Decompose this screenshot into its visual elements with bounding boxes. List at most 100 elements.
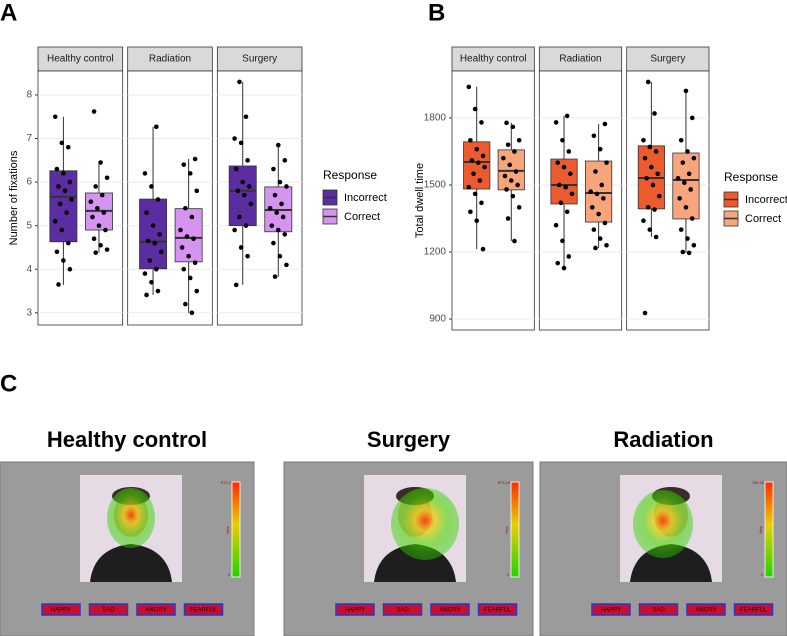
point — [238, 140, 244, 146]
point — [560, 238, 565, 244]
point — [233, 282, 239, 288]
point — [686, 171, 692, 177]
point — [67, 179, 73, 185]
point — [516, 137, 522, 143]
point — [568, 171, 573, 177]
point — [472, 106, 478, 112]
y-axis-label: Number of fixations — [8, 150, 20, 245]
point — [512, 149, 517, 154]
button — [41, 603, 81, 616]
point — [284, 184, 289, 189]
point — [597, 146, 603, 152]
point — [147, 258, 153, 263]
point — [593, 169, 598, 174]
button — [686, 603, 726, 616]
colorbar — [764, 481, 774, 578]
point — [272, 192, 278, 198]
point — [269, 223, 275, 228]
point — [647, 227, 653, 232]
point — [184, 234, 190, 239]
point — [642, 310, 648, 316]
button-label: FEARFUL — [484, 608, 512, 614]
y-tick-label: 8 — [26, 90, 32, 101]
point — [187, 171, 193, 176]
point — [267, 205, 273, 211]
point — [683, 88, 689, 94]
button-label: SAD — [396, 608, 409, 614]
gaze-heat — [391, 488, 459, 560]
point — [652, 207, 657, 212]
button-label: ANGRY — [145, 608, 166, 614]
point — [553, 222, 559, 228]
point — [282, 232, 288, 237]
facet-panel — [451, 70, 535, 331]
point — [680, 249, 686, 255]
point — [144, 292, 149, 298]
point — [474, 146, 480, 152]
box — [497, 149, 525, 191]
button-label: HAPPY — [51, 608, 71, 614]
point — [194, 288, 200, 294]
point — [510, 193, 516, 199]
point — [62, 188, 68, 194]
point — [516, 205, 522, 210]
point — [93, 184, 99, 189]
y-tick-label: 5 — [26, 220, 32, 231]
point — [677, 196, 682, 201]
point — [649, 164, 654, 170]
facet-label: Radiation — [559, 54, 601, 65]
point — [192, 260, 198, 265]
point — [510, 124, 516, 130]
view-title: Radiation — [613, 427, 713, 452]
panel-label: C — [0, 370, 17, 397]
gaze-heat — [633, 490, 693, 558]
colorbar-max: 873.28 — [498, 480, 511, 485]
point — [691, 155, 697, 161]
point — [158, 249, 164, 255]
point — [477, 178, 483, 183]
point — [183, 205, 188, 211]
point — [513, 169, 519, 174]
view-title: Healthy control — [47, 427, 207, 452]
point — [471, 171, 476, 177]
point — [480, 246, 486, 252]
point — [235, 188, 241, 194]
legend-label: Correct — [344, 211, 380, 223]
point — [67, 266, 73, 272]
point — [466, 84, 472, 90]
facet-strip — [451, 46, 535, 72]
y-tick-label: 1200 — [424, 247, 447, 258]
point — [54, 166, 60, 172]
point — [149, 280, 154, 285]
point — [678, 137, 684, 143]
y-tick-label: 3 — [26, 307, 32, 318]
point — [186, 253, 191, 259]
panel-label: B — [428, 0, 445, 26]
point — [189, 214, 195, 220]
point — [61, 258, 66, 263]
point — [271, 240, 276, 246]
point — [248, 201, 254, 207]
y-tick-label: 900 — [429, 314, 446, 325]
point — [104, 247, 110, 252]
point — [564, 113, 570, 119]
point — [688, 187, 693, 192]
point — [685, 236, 690, 241]
y-tick-label: 4 — [26, 264, 32, 275]
point — [52, 219, 58, 224]
point — [181, 266, 187, 272]
point — [555, 260, 561, 266]
point — [91, 236, 97, 242]
point — [91, 109, 97, 114]
point — [149, 184, 154, 189]
point — [150, 223, 156, 228]
point — [69, 197, 74, 202]
point — [144, 210, 149, 215]
point — [142, 171, 148, 176]
point — [647, 144, 653, 150]
point — [479, 120, 484, 125]
point — [641, 137, 646, 143]
point — [597, 236, 603, 241]
point — [561, 265, 567, 271]
point — [96, 223, 102, 228]
